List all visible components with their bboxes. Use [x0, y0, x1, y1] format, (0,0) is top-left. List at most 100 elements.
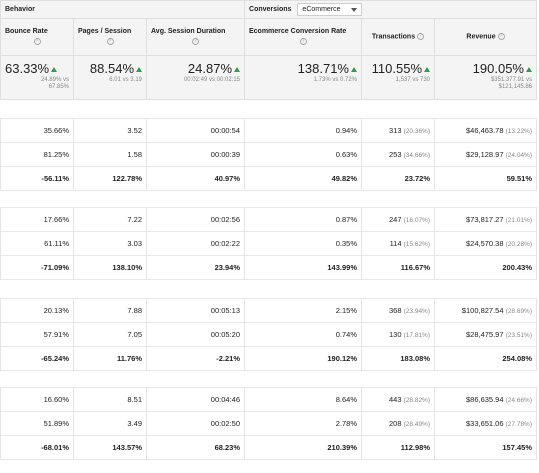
summary-comparison: 1.73% vs 0.72% — [313, 77, 357, 83]
revenue-share: (24.04%) — [505, 152, 532, 159]
avg-duration-cell: 00:05:13 — [146, 298, 245, 323]
chevron-down-icon — [350, 7, 357, 12]
table-row[interactable]: 17.66% 7.22 00:02:56 0.87% 247 (16.07%) … — [0, 207, 537, 232]
table-row[interactable]: 81.25% 1.58 00:00:39 0.63% 253 (34.66%) … — [0, 142, 537, 167]
conversion-rate-cell: 2.78% — [244, 411, 362, 436]
pages-session-cell: 3.52 — [73, 118, 147, 143]
avg-duration-cell: 00:04:46 — [146, 387, 245, 412]
transactions-cell: 247 (16.07%) — [361, 207, 435, 232]
help-icon[interactable]: ? — [106, 38, 114, 46]
column-title: Revenue — [466, 33, 496, 41]
help-icon[interactable]: ? — [299, 38, 307, 46]
transactions-cell: 208 (28.49%) — [361, 411, 435, 436]
revenue-cell: $86,635.94 (24.66%) — [434, 387, 537, 412]
avg-duration-cell: 00:00:54 — [146, 118, 245, 143]
conversions-dropdown[interactable]: eCommerce — [297, 3, 362, 16]
column-header-revenue[interactable]: Revenue ? — [434, 18, 537, 56]
transactions-value: 114 — [389, 239, 402, 248]
conversion-rate-change: 143.99% — [244, 255, 362, 280]
revenue-cell: $100,827.54 (28.69%) — [434, 298, 537, 323]
transactions-value: 208 — [389, 419, 402, 428]
transactions-value: 253 — [389, 150, 402, 159]
transactions-cell: 114 (15.62%) — [361, 231, 435, 256]
transactions-cell: 443 (28.82%) — [361, 387, 435, 412]
segment-table: 20.13% 7.88 00:05:13 2.15% 368 (23.94%) … — [0, 298, 537, 371]
transactions-share: (16.07%) — [403, 217, 430, 224]
column-header-pages-session[interactable]: Pages / Session ? — [73, 18, 147, 56]
table-row[interactable]: 61.11% 3.03 00:02:22 0.35% 114 (15.62%) … — [0, 231, 537, 256]
summary-value: 63.33% — [5, 61, 50, 76]
bounce-rate-change: -68.01% — [0, 435, 74, 460]
summary-avg-session-duration: 24.87% 00:02:49 vs 00:02:15 — [146, 55, 245, 100]
pages-session-cell: 8.51 — [73, 387, 147, 412]
avg-duration-change: 40.97% — [146, 166, 245, 191]
segment-table: 17.66% 7.22 00:02:56 0.87% 247 (16.07%) … — [0, 207, 537, 280]
summary-pages-session: 88.54% 6.01 vs 3.19 — [73, 55, 147, 100]
help-icon[interactable]: ? — [33, 38, 41, 46]
transactions-value: 247 — [389, 215, 402, 224]
pages-session-change: 143.57% — [73, 435, 147, 460]
avg-duration-cell: 00:02:50 — [146, 411, 245, 436]
column-header-transactions[interactable]: Transactions ? — [361, 18, 435, 56]
conversion-rate-cell: 0.87% — [244, 207, 362, 232]
avg-duration-cell: 00:05:20 — [146, 322, 245, 347]
help-icon[interactable]: ? — [192, 38, 199, 46]
conversion-rate-change: 210.39% — [244, 435, 362, 460]
summary-value: 88.54% — [89, 61, 134, 76]
help-icon[interactable]: ? — [497, 33, 505, 41]
summary-comparison-line: 67.85% — [48, 84, 69, 90]
pages-session-change: 138.10% — [73, 255, 147, 280]
revenue-value: $29,128.97 — [465, 150, 504, 159]
transactions-change: 183.08% — [361, 346, 435, 371]
avg-duration-cell: 00:00:39 — [146, 142, 245, 167]
up-arrow-icon — [51, 67, 58, 73]
revenue-share: (13.22%) — [505, 128, 532, 135]
change-row: -71.09% 138.10% 23.94% 143.99% 116.67% 2… — [0, 255, 537, 280]
behavior-group-label: Behavior — [0, 0, 246, 19]
pages-session-cell: 1.58 — [73, 142, 147, 167]
summary-value: 24.87% — [187, 61, 232, 76]
revenue-change: 200.43% — [434, 255, 537, 280]
table-row[interactable]: 35.66% 3.52 00:00:54 0.94% 313 (20.36%) … — [0, 118, 537, 143]
transactions-share: (17.81%) — [403, 332, 430, 339]
summary-comparison-line: $351,377.91 vs — [490, 77, 532, 83]
table-row[interactable]: 57.91% 7.05 00:05:20 0.74% 130 (17.81%) … — [0, 322, 537, 347]
transactions-cell: 253 (34.66%) — [361, 142, 435, 167]
transactions-share: (15.62%) — [403, 241, 430, 248]
revenue-value: $100,827.54 — [461, 306, 504, 315]
bounce-rate-cell: 81.25% — [0, 142, 74, 167]
table-row[interactable]: 51.89% 3.49 00:02:50 2.78% 208 (28.49%) … — [0, 411, 537, 436]
transactions-change: 23.72% — [361, 166, 435, 191]
summary-conversion-rate: 138.71% 1.73% vs 0.72% — [244, 55, 362, 100]
conversion-rate-cell: 8.64% — [244, 387, 362, 412]
conversion-rate-cell: 0.74% — [244, 322, 362, 347]
conversion-rate-cell: 0.63% — [244, 142, 362, 167]
summary-value: 138.71% — [297, 61, 349, 76]
revenue-share: (27.78%) — [505, 421, 532, 428]
column-title: Pages / Session — [78, 28, 132, 36]
table-row[interactable]: 16.60% 8.51 00:04:46 8.64% 443 (28.82%) … — [0, 387, 537, 412]
change-row: -56.11% 122.78% 40.97% 49.82% 23.72% 59.… — [0, 166, 537, 191]
change-row: -65.24% 11.76% -2.21% 190.12% 183.08% 25… — [0, 346, 537, 371]
summary-bounce-rate: 63.33% 24.89% vs 67.85% — [0, 55, 74, 100]
transactions-share: (20.36%) — [403, 128, 430, 135]
transactions-share: (23.94%) — [403, 308, 430, 315]
conversion-rate-cell: 0.94% — [244, 118, 362, 143]
bounce-rate-cell: 16.60% — [0, 387, 74, 412]
revenue-value: $33,651.06 — [465, 419, 504, 428]
table-row[interactable]: 20.13% 7.88 00:05:13 2.15% 368 (23.94%) … — [0, 298, 537, 323]
revenue-value: $73,817.27 — [465, 215, 504, 224]
revenue-cell: $33,651.06 (27.78%) — [434, 411, 537, 436]
column-header-bounce-rate[interactable]: Bounce Rate ? — [0, 18, 74, 56]
revenue-share: (23.51%) — [505, 332, 532, 339]
help-icon[interactable]: ? — [417, 33, 425, 41]
column-header-row: Bounce Rate ? Pages / Session ? Avg. Ses… — [0, 18, 537, 56]
pages-session-change: 122.78% — [73, 166, 147, 191]
pages-session-cell: 7.88 — [73, 298, 147, 323]
summary-comparison: $351,377.91 vs $121,145.86 — [439, 77, 532, 91]
column-header-conversion-rate[interactable]: Ecommerce Conversion Rate ? — [244, 18, 362, 56]
bounce-rate-change: -65.24% — [0, 346, 74, 371]
revenue-value: $46,463.78 — [465, 126, 504, 135]
column-header-avg-session-duration[interactable]: Avg. Session Duration ? — [146, 18, 245, 56]
